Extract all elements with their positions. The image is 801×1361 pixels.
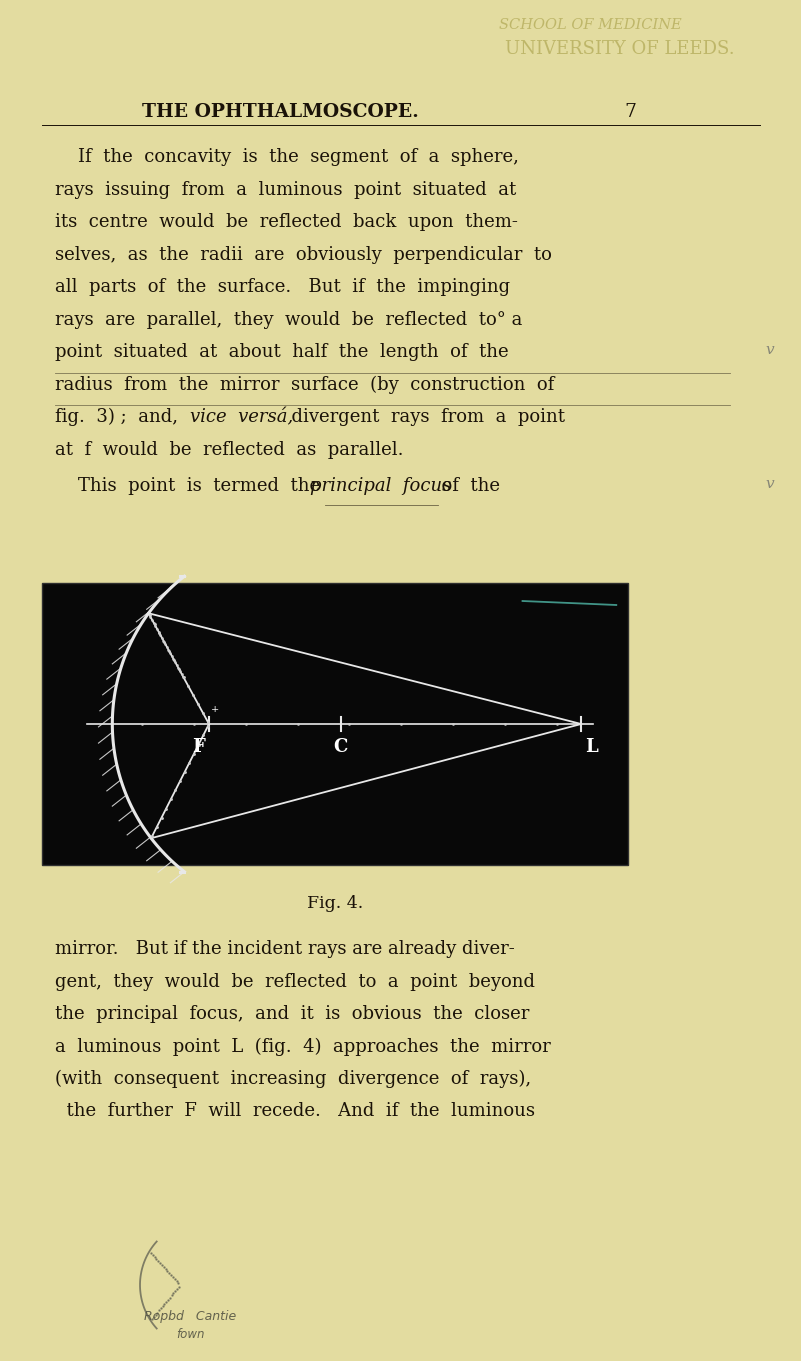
Bar xyxy=(42,583,628,866)
Text: principal  focus: principal focus xyxy=(310,476,452,495)
Text: selves,  as  the  radii  are  obviously  perpendicular  to: selves, as the radii are obviously perpe… xyxy=(55,245,552,264)
Text: a  luminous  point  L  (fig.  4)  approaches  the  mirror: a luminous point L (fig. 4) approaches t… xyxy=(55,1037,551,1056)
Text: L: L xyxy=(585,738,598,755)
Text: SCHOOL OF MEDICINE: SCHOOL OF MEDICINE xyxy=(499,18,682,33)
Text: rays  issuing  from  a  luminous  point  situated  at: rays issuing from a luminous point situa… xyxy=(55,181,517,199)
Text: +: + xyxy=(211,705,219,715)
Text: fig.  3) ;  and,: fig. 3) ; and, xyxy=(55,408,190,426)
Text: This  point  is  termed  the: This point is termed the xyxy=(55,476,332,495)
Text: mirror.   But if the incident rays are already diver-: mirror. But if the incident rays are alr… xyxy=(55,940,515,958)
Text: at  f  would  be  reflected  as  parallel.: at f would be reflected as parallel. xyxy=(55,441,404,459)
Text: UNIVERSITY OF LEEDS.: UNIVERSITY OF LEEDS. xyxy=(505,39,735,59)
Text: radius  from  the  mirror  surface  (by  construction  of: radius from the mirror surface (by const… xyxy=(55,376,554,393)
Text: the  further  F  will  recede.   And  if  the  luminous: the further F will recede. And if the lu… xyxy=(55,1102,535,1120)
Text: Ropbd   Cantie: Ropbd Cantie xyxy=(144,1311,236,1323)
Text: C: C xyxy=(334,738,348,755)
Text: Fig. 4.: Fig. 4. xyxy=(307,896,363,912)
Text: THE OPHTHALMOSCOPE.: THE OPHTHALMOSCOPE. xyxy=(142,103,418,121)
Text: If  the  concavity  is  the  segment  of  a  sphere,: If the concavity is the segment of a sph… xyxy=(55,148,519,166)
Text: gent,  they  would  be  reflected  to  a  point  beyond: gent, they would be reflected to a point… xyxy=(55,973,535,991)
Text: vice  versá,: vice versá, xyxy=(190,408,293,426)
Text: v: v xyxy=(766,476,775,491)
Text: divergent  rays  from  a  point: divergent rays from a point xyxy=(280,408,565,426)
Text: its  centre  would  be  reflected  back  upon  them-: its centre would be reflected back upon … xyxy=(55,214,518,231)
Text: (with  consequent  increasing  divergence  of  rays),: (with consequent increasing divergence o… xyxy=(55,1070,531,1089)
Text: v: v xyxy=(766,343,775,357)
Text: of  the: of the xyxy=(430,476,500,495)
Text: all  parts  of  the  surface.   But  if  the  impinging: all parts of the surface. But if the imp… xyxy=(55,278,510,295)
Text: rays  are  parallel,  they  would  be  reflected  to° a: rays are parallel, they would be reflect… xyxy=(55,310,522,328)
Text: fown: fown xyxy=(175,1328,204,1341)
Text: point  situated  at  about  half  the  length  of  the: point situated at about half the length … xyxy=(55,343,509,361)
Text: 7: 7 xyxy=(624,103,636,121)
Text: the  principal  focus,  and  it  is  obvious  the  closer: the principal focus, and it is obvious t… xyxy=(55,1004,529,1023)
Text: F: F xyxy=(192,738,205,755)
